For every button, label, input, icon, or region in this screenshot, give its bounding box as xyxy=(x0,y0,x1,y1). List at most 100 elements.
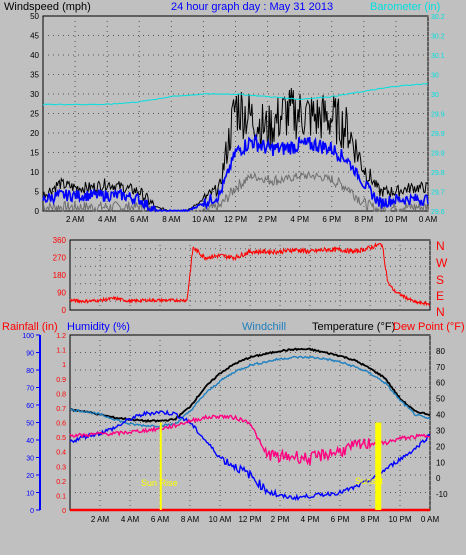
windspeed-tick-label: 40 xyxy=(30,51,39,60)
humidity-tick-label: 80 xyxy=(26,368,34,375)
barometer-tick-label: 29.6 xyxy=(431,209,445,216)
barometer-tick-label: 30 xyxy=(431,92,439,99)
rainfall-tick-label: 0.1 xyxy=(56,493,66,500)
humidity-tick-label: 30 xyxy=(26,456,34,463)
direction-tick-label: 0 xyxy=(62,306,67,315)
barometer-tick-label: 29.8 xyxy=(431,170,445,177)
data-series xyxy=(42,83,431,512)
temperature-tick-label: 10 xyxy=(436,458,445,467)
time-tick-label: 12 PM xyxy=(238,515,261,524)
rainfall-tick-label: 0.6 xyxy=(56,421,66,428)
rainfall-tick-label: 0.8 xyxy=(56,391,66,398)
time-tick-label: 0 AM xyxy=(419,215,438,224)
humidity-tick-label: 60 xyxy=(26,403,34,410)
time-tick-label: 2 PM xyxy=(271,515,290,524)
time-tick-label: 10 PM xyxy=(384,215,407,224)
direction-letter-w: W xyxy=(436,256,448,270)
time-tick-label: 0 AM xyxy=(421,515,440,524)
rainfall-tick-label: 0 xyxy=(62,508,66,515)
barometer-axis-title: Barometer (in) xyxy=(370,1,440,13)
time-tick-label: 2 AM xyxy=(66,215,85,224)
tick-labels: 0510152025303540455029.629.729.829.929.9… xyxy=(22,12,448,524)
direction-letter-s: S xyxy=(436,273,444,287)
wind-series-2 xyxy=(42,170,429,213)
temperature-tick-label: 80 xyxy=(436,347,445,356)
windspeed-tick-label: 10 xyxy=(30,168,39,177)
temperature-tick-label: 20 xyxy=(436,442,445,451)
wind-direction-line xyxy=(69,241,431,307)
wind-series-0 xyxy=(42,87,429,212)
barometer-tick-label: 29.9 xyxy=(431,131,445,138)
windspeed-tick-label: 5 xyxy=(35,188,40,197)
windspeed-tick-label: 30 xyxy=(30,90,39,99)
time-tick-label: 2 PM xyxy=(258,215,277,224)
sunset-label: Sunset xyxy=(355,476,384,486)
barometer-tick-label: 30.2 xyxy=(431,14,445,21)
wind-series-1 xyxy=(42,133,429,213)
barometer-tick-label: 30.2 xyxy=(431,34,445,41)
windchill-legend: Windchill xyxy=(242,321,286,333)
dewpoint-legend: Dew Point (°F) xyxy=(393,321,465,333)
windspeed-tick-label: 50 xyxy=(30,12,39,21)
time-tick-label: 6 AM xyxy=(151,515,170,524)
direction-letter-n-bottom: N xyxy=(436,305,445,319)
barometer-line xyxy=(42,83,429,106)
time-tick-label: 10 PM xyxy=(388,515,411,524)
time-tick-label: 8 AM xyxy=(162,215,181,224)
time-tick-label: 8 AM xyxy=(181,515,200,524)
rainfall-tick-label: 1 xyxy=(62,362,66,369)
sunset-marker xyxy=(375,422,382,510)
rainfall-tick-label: 0.5 xyxy=(56,435,66,442)
direction-tick-label: 360 xyxy=(53,236,67,245)
barometer-tick-label: 29.7 xyxy=(431,190,445,197)
windspeed-tick-label: 25 xyxy=(30,110,39,119)
sunrise-marker xyxy=(159,422,162,510)
humidity-tick-label: 40 xyxy=(26,438,34,445)
rainfall-tick-label: 0.3 xyxy=(56,464,66,471)
windspeed-axis-title: Windspeed (mph) xyxy=(4,1,91,13)
rainfall-tick-label: 0.7 xyxy=(56,406,66,413)
direction-tick-label: 90 xyxy=(57,289,66,298)
time-tick-label: 6 AM xyxy=(130,215,149,224)
direction-tick-label: 270 xyxy=(53,254,67,263)
time-tick-label: 10 AM xyxy=(192,215,215,224)
windspeed-tick-label: 15 xyxy=(30,149,39,158)
series-humidity xyxy=(69,409,431,501)
time-tick-label: 10 AM xyxy=(209,515,232,524)
temperature-tick-label: 40 xyxy=(436,411,445,420)
series-dew-point xyxy=(69,414,431,466)
humidity-tick-label: 50 xyxy=(26,421,34,428)
direction-letter-e: E xyxy=(436,289,444,303)
time-tick-label: 4 AM xyxy=(121,515,140,524)
humidity-axis-title: Humidity (%) xyxy=(67,321,130,333)
windspeed-tick-label: 0 xyxy=(35,207,40,216)
graph-title: 24 hour graph day : May 31 2013 xyxy=(171,1,333,13)
sunrise-label: Sun Rise xyxy=(141,478,178,488)
time-tick-label: 4 PM xyxy=(290,215,309,224)
barometer-tick-label: 30.1 xyxy=(431,53,445,60)
time-tick-label: 8 PM xyxy=(354,215,373,224)
time-tick-label: 2 AM xyxy=(91,515,110,524)
rainfall-tick-label: 0.9 xyxy=(56,377,66,384)
humidity-tick-label: 10 xyxy=(26,491,34,498)
temperature-tick-label: 60 xyxy=(436,379,445,388)
temperature-tick-label: 30 xyxy=(436,426,445,435)
series-windchill xyxy=(69,355,431,428)
time-tick-label: 6 PM xyxy=(331,515,350,524)
barometer-tick-label: 29.9 xyxy=(431,112,445,119)
windspeed-tick-label: 35 xyxy=(30,71,39,80)
direction-tick-label: 180 xyxy=(53,271,67,280)
temperature-tick-label: -10 xyxy=(436,490,448,499)
temperature-legend: Temperature (°F) xyxy=(312,321,395,333)
rainfall-tick-label: 0.4 xyxy=(56,450,66,457)
humidity-tick-label: 20 xyxy=(26,473,34,480)
temperature-tick-label: 0 xyxy=(436,474,441,483)
time-tick-label: 6 PM xyxy=(322,215,341,224)
rainfall-axis-title: Rainfall (in) xyxy=(2,321,58,333)
rainfall-tick-label: 1.1 xyxy=(56,348,66,355)
windspeed-tick-label: 20 xyxy=(30,129,39,138)
rainfall-tick-label: 1.2 xyxy=(56,333,66,340)
time-tick-label: 8 PM xyxy=(361,515,380,524)
direction-letter-n-top: N xyxy=(436,239,445,253)
